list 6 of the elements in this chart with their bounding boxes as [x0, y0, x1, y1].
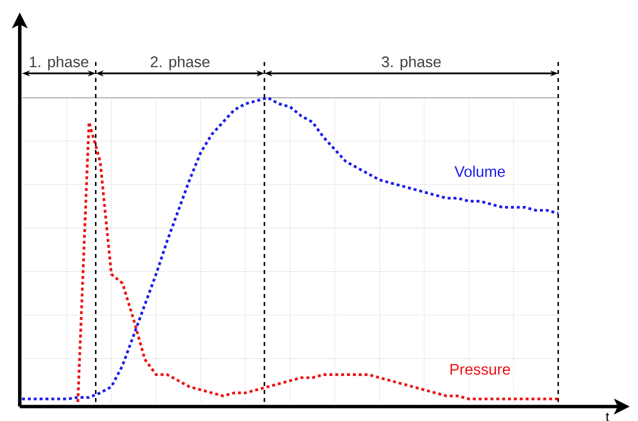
series-label: Volume — [454, 166, 505, 177]
text: 1. phase — [30, 56, 88, 70]
series-label: Pressure — [450, 364, 510, 375]
text: 2. phase — [150, 56, 210, 70]
x-axis-title: t — [606, 412, 610, 421]
text: 3. phase — [382, 56, 441, 70]
